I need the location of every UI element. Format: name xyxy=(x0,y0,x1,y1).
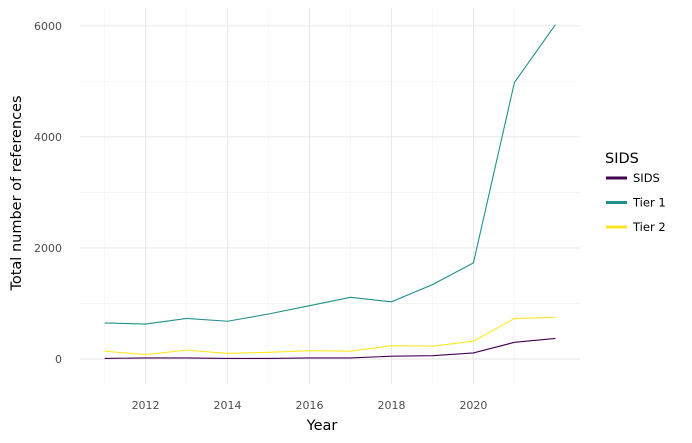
x-axis-title: Year xyxy=(306,418,338,434)
legend-label: SIDS xyxy=(633,171,660,185)
y-tick-label: 2000 xyxy=(34,242,62,255)
legend-items: SIDS Tier 1 Tier 2 xyxy=(606,171,666,234)
series-line-sids xyxy=(104,337,556,360)
grid xyxy=(80,8,580,384)
x-tick-label: 2014 xyxy=(214,399,242,412)
series-line-tier-1 xyxy=(104,24,556,325)
x-tick-label: 2016 xyxy=(296,399,324,412)
x-tick-label: 2020 xyxy=(459,399,487,412)
legend: SIDS SIDS Tier 1 Tier 2 xyxy=(605,151,666,234)
legend-title: SIDS xyxy=(605,151,639,167)
y-tick-label: 4000 xyxy=(34,131,62,144)
series-lines xyxy=(104,24,556,360)
y-tick-label: 6000 xyxy=(34,20,62,33)
legend-label: Tier 1 xyxy=(632,196,666,210)
x-tick-label: 2012 xyxy=(132,399,160,412)
series-line-tier-2 xyxy=(104,316,556,356)
x-axis-ticks: 2012 2014 2016 2018 2020 xyxy=(132,399,488,412)
y-axis-ticks: 0 2000 4000 6000 xyxy=(34,20,62,366)
y-axis-title: Total number of references xyxy=(9,95,25,291)
legend-label: Tier 2 xyxy=(632,220,666,234)
x-tick-label: 2018 xyxy=(377,399,405,412)
y-tick-label: 0 xyxy=(55,353,62,366)
